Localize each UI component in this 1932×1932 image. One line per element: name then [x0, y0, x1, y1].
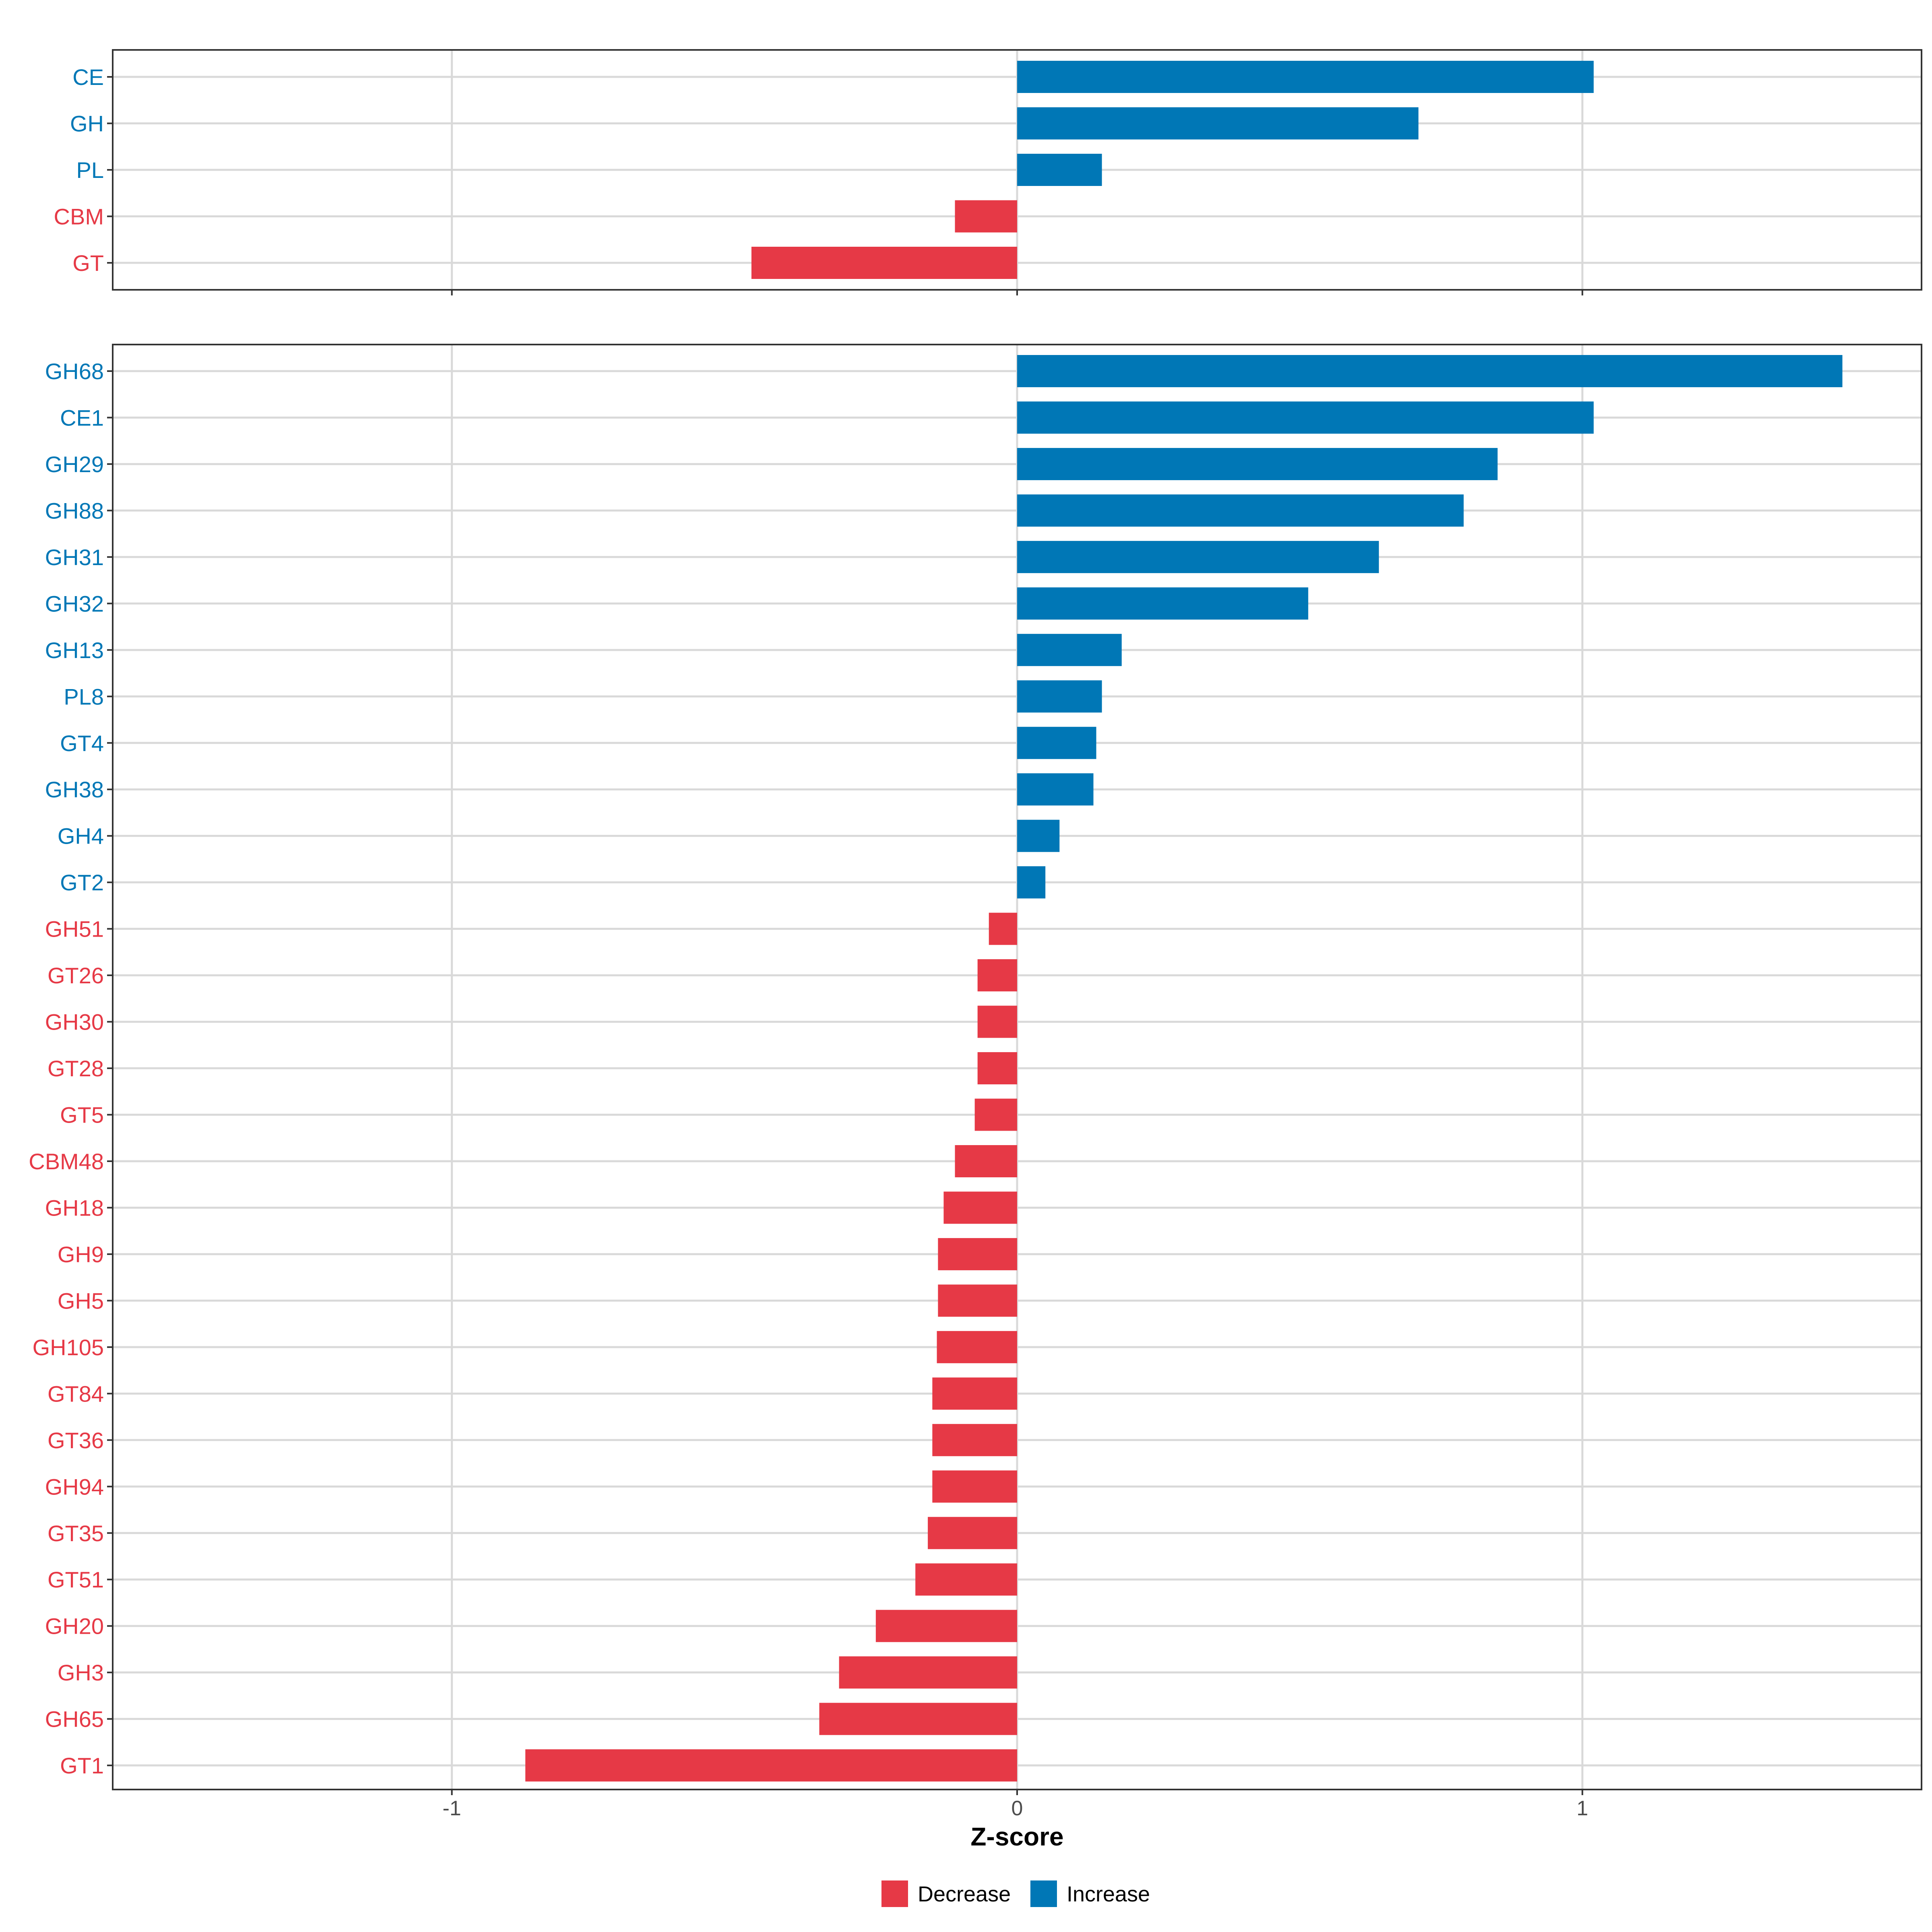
bar-gt28: [977, 1052, 1017, 1085]
y-tick-label: CE: [72, 64, 104, 90]
bar-pl8: [1017, 680, 1102, 713]
y-tick-label: PL8: [64, 684, 104, 709]
y-tick-label: GH: [70, 111, 104, 136]
bar-pl: [1017, 154, 1102, 186]
bar-gh65: [819, 1703, 1017, 1735]
y-tick-label: GT84: [47, 1381, 104, 1406]
y-tick-label: GH29: [45, 452, 104, 477]
legend-swatch-decrease: [881, 1880, 908, 1907]
y-tick-label: GH20: [45, 1614, 104, 1639]
legend-label-decrease: Decrease: [918, 1882, 1011, 1906]
legend: Decrease Increase: [881, 1880, 1150, 1907]
bar-gh5: [938, 1284, 1017, 1317]
x-axis-ticks: -1 0 1: [443, 1797, 1588, 1820]
bar-gt51: [915, 1563, 1017, 1596]
y-tick-label: CBM: [54, 204, 104, 229]
y-tick-label: GT4: [60, 731, 104, 756]
bar-ce1: [1017, 401, 1594, 434]
bar-gh30: [977, 1005, 1017, 1038]
y-tick-label: GH9: [58, 1242, 104, 1267]
y-tick-label: GT26: [47, 963, 104, 988]
y-tick-label: GH51: [45, 916, 104, 942]
bar-gh18: [943, 1191, 1017, 1224]
bar-ce: [1017, 61, 1594, 93]
bar-gt: [751, 247, 1017, 279]
bar-gt2: [1017, 866, 1046, 899]
bar-gt36: [932, 1424, 1017, 1456]
legend-label-increase: Increase: [1067, 1882, 1150, 1906]
bar-gh51: [989, 912, 1017, 945]
bar-gt26: [977, 959, 1017, 992]
y-tick-label: GH94: [45, 1474, 104, 1499]
bar-gh31: [1017, 541, 1379, 573]
bar-gh13: [1017, 634, 1122, 666]
bar-gh3: [839, 1656, 1017, 1689]
bar-gt5: [974, 1098, 1017, 1131]
bar-cbm: [955, 200, 1017, 233]
bar-gh105: [937, 1331, 1017, 1363]
x-tick-label: 0: [1011, 1797, 1023, 1820]
y-tick-label: GT35: [47, 1521, 104, 1546]
y-tick-label: GH38: [45, 777, 104, 802]
bar-gh32: [1017, 587, 1309, 620]
y-tick-label: GT: [72, 250, 104, 276]
x-axis-label: Z-score: [970, 1822, 1063, 1851]
y-tick-label: GT28: [47, 1056, 104, 1081]
bar-gh29: [1017, 448, 1498, 480]
bar-gh38: [1017, 773, 1094, 806]
bar-gh68: [1017, 355, 1843, 387]
y-tick-label: GH5: [58, 1288, 104, 1313]
y-tick-label: PL: [76, 157, 104, 183]
y-tick-label: GH88: [45, 498, 104, 523]
y-tick-label: GH105: [33, 1335, 104, 1360]
y-tick-label: GH18: [45, 1195, 104, 1220]
x-tick-label: -1: [443, 1797, 461, 1820]
y-tick-label: GT1: [60, 1753, 104, 1778]
y-tick-label: GH13: [45, 638, 104, 663]
bar-gh4: [1017, 819, 1060, 852]
bar-gh94: [932, 1470, 1017, 1503]
y-tick-label: GH30: [45, 1009, 104, 1035]
y-tick-label: CE1: [60, 405, 104, 430]
y-tick-label: GT5: [60, 1102, 104, 1128]
y-tick-label: GH3: [58, 1660, 104, 1685]
bar-gt35: [928, 1517, 1017, 1549]
y-tick-label: GH65: [45, 1707, 104, 1732]
bottom-panel: GH68 CE1 GH29 GH88 GH31 GH32 GH13 PL8 GT4 GH38 GH4…: [29, 344, 1922, 1795]
legend-swatch-increase: [1030, 1880, 1057, 1907]
bar-gt84: [932, 1377, 1017, 1410]
y-tick-label: GH68: [45, 359, 104, 384]
y-tick-label: CBM48: [29, 1149, 104, 1174]
bar-gt4: [1017, 727, 1096, 759]
y-tick-label: GH31: [45, 545, 104, 570]
bar-gh20: [875, 1610, 1017, 1642]
bar-gh9: [938, 1238, 1017, 1270]
bar-gh: [1017, 107, 1419, 140]
y-tick-label: GH4: [58, 824, 104, 849]
y-tick-label: GH32: [45, 591, 104, 616]
bar-cbm48: [955, 1145, 1017, 1177]
y-tick-label: GT36: [47, 1428, 104, 1453]
bar-gh88: [1017, 494, 1464, 527]
x-tick-label: 1: [1577, 1797, 1588, 1820]
y-tick-label: GT2: [60, 870, 104, 895]
y-tick-label: GT51: [47, 1567, 104, 1592]
top-panel: CE GH PL CBM GT: [54, 49, 1922, 295]
bar-gt1: [525, 1749, 1017, 1782]
